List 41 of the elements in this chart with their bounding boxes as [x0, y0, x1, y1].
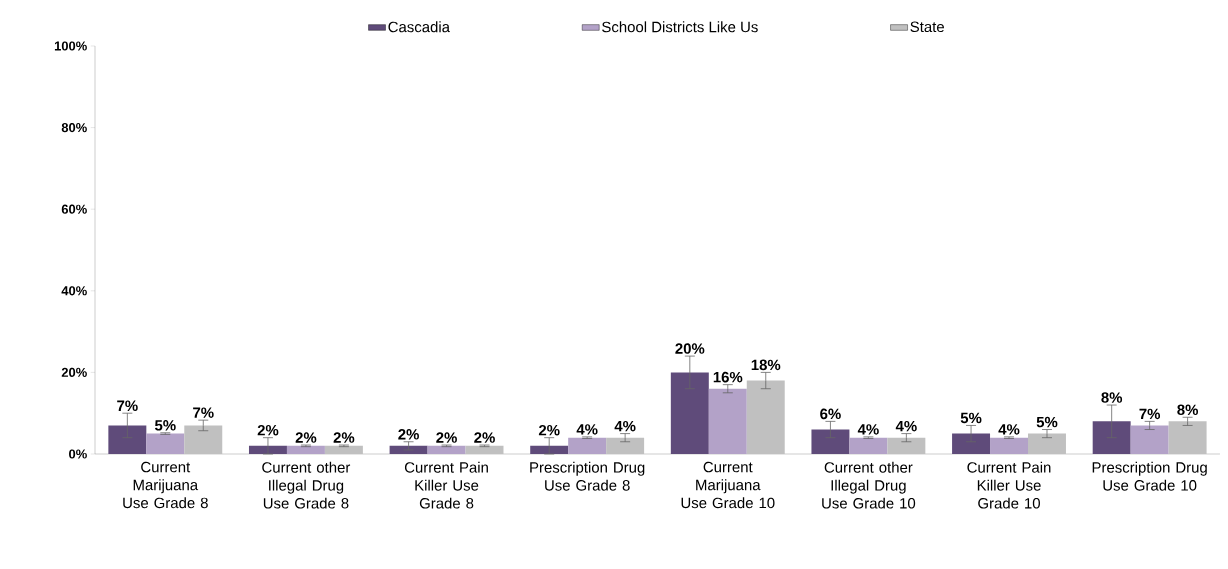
legend-label: Cascadia — [388, 21, 450, 33]
x-tick-label: Current other Illegal Drug Use Grade 8 — [262, 461, 351, 509]
data-label: 20% — [675, 343, 705, 354]
data-label: 2% — [474, 432, 495, 443]
data-label: 5% — [1036, 416, 1058, 428]
data-label: 4% — [614, 420, 636, 432]
y-tick-label: 40% — [61, 286, 87, 296]
data-label: 8% — [1101, 392, 1123, 403]
data-label: 7% — [117, 400, 138, 411]
data-label: 8% — [1177, 404, 1199, 416]
data-label: 7% — [193, 407, 214, 418]
y-tick-label: 80% — [61, 123, 87, 133]
y-tick-label: 60% — [61, 204, 87, 214]
data-label: 16% — [713, 371, 743, 383]
data-label: 4% — [857, 424, 879, 435]
y-tick-label: 100% — [54, 41, 87, 51]
data-label: 6% — [820, 408, 841, 420]
x-tick-label: Prescription Drug Use Grade 10 — [1092, 461, 1207, 491]
x-tick-label: Current Marijuana Use Grade 8 — [123, 461, 208, 509]
data-label: 4% — [895, 420, 917, 432]
data-label: 4% — [998, 424, 1020, 435]
data-label: 5% — [960, 412, 982, 424]
data-label: 2% — [257, 424, 279, 436]
x-tick-label: Current Marijuana Use Grade 10 — [681, 461, 775, 509]
data-label: 7% — [1139, 408, 1161, 420]
x-tick-label: Current Pain Killer Use Grade 10 — [967, 461, 1051, 509]
data-label: 18% — [751, 359, 781, 371]
y-tick-label: 0% — [69, 449, 87, 459]
x-tick-label: Prescription Drug Use Grade 8 — [530, 461, 645, 491]
y-tick-label: 20% — [61, 367, 87, 377]
data-label: 5% — [154, 420, 176, 431]
data-label: 2% — [295, 432, 317, 443]
data-label: 2% — [333, 432, 355, 443]
data-label: 2% — [538, 424, 560, 436]
legend-label: State — [910, 21, 944, 33]
data-label: 2% — [436, 432, 457, 443]
x-tick-label: Current other Illegal Drug Use Grade 10 — [822, 461, 916, 509]
data-label: 4% — [576, 424, 598, 435]
x-tick-label: Current Pain Killer Use Grade 8 — [404, 461, 488, 509]
legend-label: School Districts Like Us — [602, 21, 758, 33]
data-label: 2% — [398, 429, 419, 440]
